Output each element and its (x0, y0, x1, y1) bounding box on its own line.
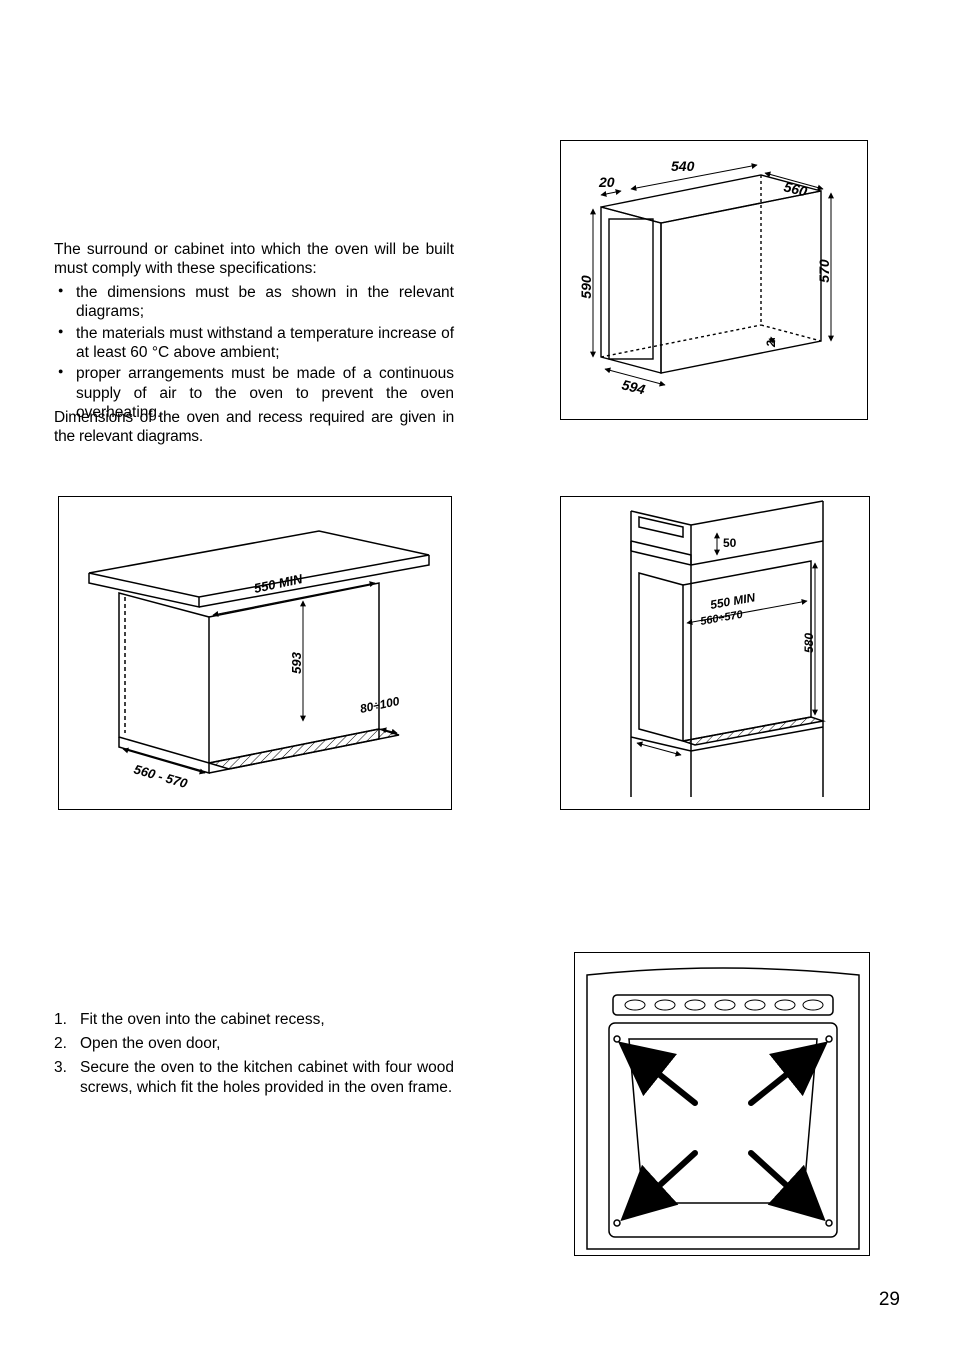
page-number: 29 (879, 1289, 900, 1311)
dim-label: 560÷570 (699, 609, 744, 628)
spec-list: the dimensions must be as shown in the r… (54, 283, 454, 423)
intro-block: The surround or cabinet into which the o… (54, 240, 454, 424)
steps-block: Fit the oven into the cabinet recess, Op… (54, 1010, 454, 1103)
dim-label: 2 (764, 340, 778, 348)
diagram-tall-cabinet: 50 550 MIN 580 560÷570 (560, 496, 870, 810)
intro-lead: The surround or cabinet into which the o… (54, 240, 454, 279)
dim-label: 580 (802, 633, 816, 653)
step-item: Secure the oven to the kitchen cabinet w… (54, 1058, 454, 1098)
dim-label: 560 (782, 178, 809, 199)
dim-label: 20 (598, 174, 615, 190)
dim-label: 540 (671, 158, 695, 174)
step-item: Open the oven door, (54, 1034, 454, 1054)
dim-label: 80÷100 (359, 694, 401, 716)
dim-label: 570 (816, 259, 832, 283)
dim-label: 550 MIN (709, 590, 756, 612)
dim-label: 50 (723, 536, 737, 550)
step-item: Fit the oven into the cabinet recess, (54, 1010, 454, 1030)
diagram-oven-side: 20 540 560 590 570 594 2 (560, 140, 868, 420)
dim-label: 593 (289, 651, 304, 673)
dim-label: 590 (578, 275, 594, 299)
page: The surround or cabinet into which the o… (0, 0, 954, 1351)
dimensions-text: Dimensions of the oven and recess requir… (54, 408, 454, 447)
spec-item: the materials must withstand a temperatu… (54, 324, 454, 363)
dimensions-note: Dimensions of the oven and recess requir… (54, 408, 454, 447)
spec-item: the dimensions must be as shown in the r… (54, 283, 454, 322)
diagram-undercounter: 550 MIN 593 80÷100 560 - 570 (58, 496, 452, 810)
install-steps: Fit the oven into the cabinet recess, Op… (54, 1010, 454, 1099)
diagram-screw-points (574, 952, 870, 1256)
